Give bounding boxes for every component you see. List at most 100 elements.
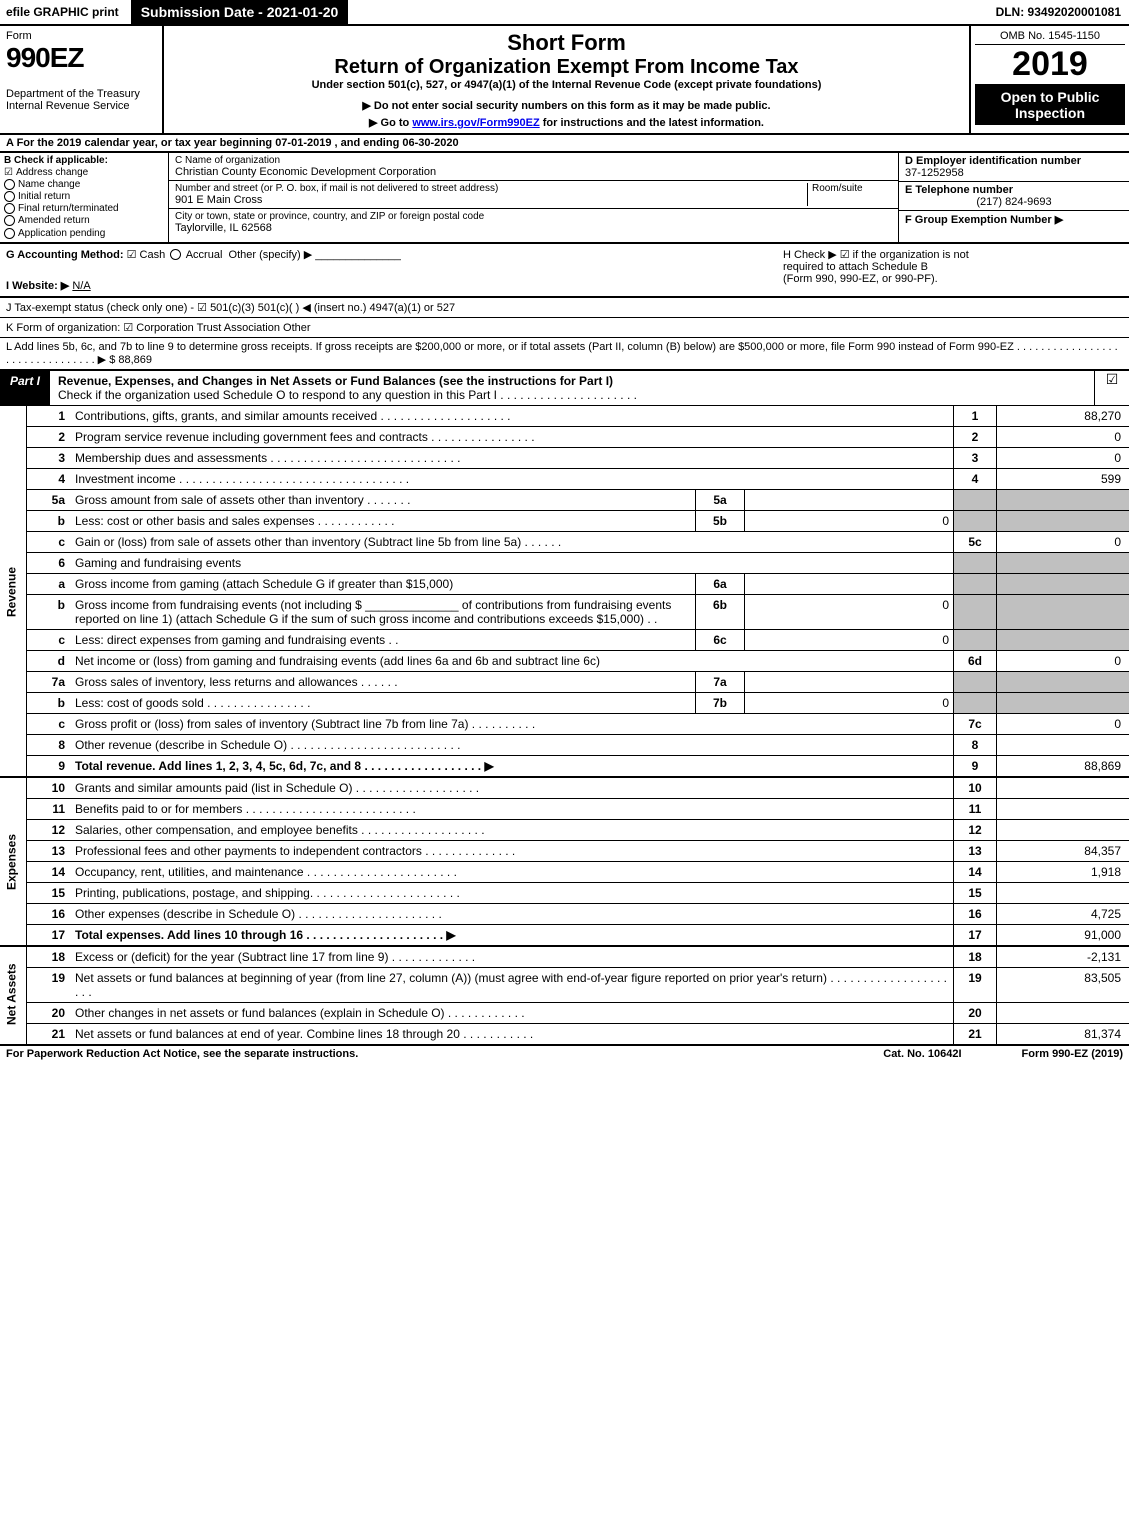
expenses-side-label: Expenses <box>0 777 27 946</box>
ln-4-no: 4 <box>27 468 72 489</box>
chk-amended-return[interactable]: Amended return <box>4 215 164 226</box>
section-h: H Check ▶ ☑ if the organization is not r… <box>783 248 1123 292</box>
grey-cell <box>954 573 997 594</box>
ln-18-box: 18 <box>954 946 997 968</box>
ln-14-box: 14 <box>954 861 997 882</box>
ln-6a-sub: 6a <box>696 573 745 594</box>
ln-13-val: 84,357 <box>997 840 1129 861</box>
irs-link[interactable]: www.irs.gov/Form990EZ <box>412 117 539 129</box>
part-i-checkbox[interactable]: ☑ <box>1094 371 1129 405</box>
addr-label: Number and street (or P. O. box, if mail… <box>175 183 803 194</box>
ln-6c-subval: 0 <box>745 629 954 650</box>
ln-19-val: 83,505 <box>997 967 1129 1002</box>
ln-5c-box: 5c <box>954 531 997 552</box>
city-state-zip: Taylorville, IL 62568 <box>175 222 892 234</box>
h-line2: required to attach Schedule B <box>783 261 1123 273</box>
chk-application-pending[interactable]: Application pending <box>4 228 164 239</box>
room-suite-label: Room/suite <box>808 183 892 206</box>
ln-7a-sub: 7a <box>696 671 745 692</box>
ln-11-box: 11 <box>954 798 997 819</box>
chk-initial-return[interactable]: Initial return <box>4 191 164 202</box>
circle-icon <box>4 228 15 239</box>
ln-19-box: 19 <box>954 967 997 1002</box>
ln-5c-val: 0 <box>997 531 1129 552</box>
grey-cell <box>954 510 997 531</box>
ln-9-val: 88,869 <box>997 755 1129 777</box>
line-a-taxyear: A For the 2019 calendar year, or tax yea… <box>0 135 1129 153</box>
ln-18-no: 18 <box>27 946 72 968</box>
ln-12-box: 12 <box>954 819 997 840</box>
website-value: N/A <box>72 280 90 292</box>
grey-cell <box>997 510 1129 531</box>
ln-6b-no: b <box>27 594 72 629</box>
tel-value: (217) 824-9693 <box>905 196 1123 208</box>
ln-14-no: 14 <box>27 861 72 882</box>
section-b: B Check if applicable: Address change Na… <box>0 153 169 242</box>
ln-7c-box: 7c <box>954 713 997 734</box>
ln-15-no: 15 <box>27 882 72 903</box>
ln-6d-no: d <box>27 650 72 671</box>
ln-5a-sub: 5a <box>696 489 745 510</box>
ln-12-desc: Salaries, other compensation, and employ… <box>71 819 954 840</box>
ln-18-val: -2,131 <box>997 946 1129 968</box>
header-center: Short Form Return of Organization Exempt… <box>164 26 969 133</box>
ln-7c-val: 0 <box>997 713 1129 734</box>
ln-5a-no: 5a <box>27 489 72 510</box>
ln-7c-desc: Gross profit or (loss) from sales of inv… <box>71 713 954 734</box>
grey-cell <box>954 552 997 573</box>
tel-label: E Telephone number <box>905 184 1013 196</box>
chk-address-change[interactable]: Address change <box>4 167 164 178</box>
irs-label: Internal Revenue Service <box>6 100 156 112</box>
header-right: OMB No. 1545-1150 2019 Open to Public In… <box>969 26 1129 133</box>
ln-2-no: 2 <box>27 426 72 447</box>
ln-6b-sub: 6b <box>696 594 745 629</box>
j-text: J Tax-exempt status (check only one) - ☑… <box>6 302 455 314</box>
h-line3: (Form 990, 990-EZ, or 990-PF). <box>783 273 1123 285</box>
ln-10-val <box>997 777 1129 799</box>
ln-2-box: 2 <box>954 426 997 447</box>
grey-cell <box>954 489 997 510</box>
part-i-title: Revenue, Expenses, and Changes in Net As… <box>50 371 1094 405</box>
ln-7a-desc: Gross sales of inventory, less returns a… <box>71 671 696 692</box>
ln-4-desc: Investment income . . . . . . . . . . . … <box>71 468 954 489</box>
ein-cell: D Employer identification number 37-1252… <box>899 153 1129 182</box>
ln-7a-subval <box>745 671 954 692</box>
ln-5b-desc: Less: cost or other basis and sales expe… <box>71 510 696 531</box>
ln-1-no: 1 <box>27 406 72 427</box>
ln-5a-desc: Gross amount from sale of assets other t… <box>71 489 696 510</box>
group-label: F Group Exemption Number ▶ <box>905 214 1063 226</box>
ln-8-no: 8 <box>27 734 72 755</box>
ein-label: D Employer identification number <box>905 155 1081 167</box>
cat-no: Cat. No. 10642I <box>883 1048 961 1060</box>
ln-1-desc: Contributions, gifts, grants, and simila… <box>71 406 954 427</box>
ln-17-val: 91,000 <box>997 924 1129 946</box>
grey-cell <box>997 692 1129 713</box>
grey-cell <box>997 594 1129 629</box>
ln-14-val: 1,918 <box>997 861 1129 882</box>
k-text: K Form of organization: ☑ Corporation Tr… <box>6 322 311 334</box>
g-other: Other (specify) ▶ <box>229 249 313 261</box>
ln-17-box: 17 <box>954 924 997 946</box>
grey-cell <box>997 671 1129 692</box>
ln-4-box: 4 <box>954 468 997 489</box>
omb-number: OMB No. 1545-1150 <box>975 30 1125 45</box>
ln-5a-subval <box>745 489 954 510</box>
ln-17-desc: Total expenses. Add lines 10 through 16 … <box>71 924 954 946</box>
ln-4-val: 599 <box>997 468 1129 489</box>
submission-date-button[interactable]: Submission Date - 2021-01-20 <box>131 0 349 24</box>
ln-2-desc: Program service revenue including govern… <box>71 426 954 447</box>
chk-name-change[interactable]: Name change <box>4 179 164 190</box>
addr-row: Number and street (or P. O. box, if mail… <box>169 181 898 209</box>
ln-21-val: 81,374 <box>997 1023 1129 1044</box>
dln-label: DLN: 93492020001081 <box>988 1 1129 23</box>
circle-icon <box>4 179 15 190</box>
chk-final-return[interactable]: Final return/terminated <box>4 203 164 214</box>
header-left: Form 990EZ Department of the Treasury In… <box>0 26 164 133</box>
section-def: D Employer identification number 37-1252… <box>898 153 1129 242</box>
ln-2-val: 0 <box>997 426 1129 447</box>
ln-3-box: 3 <box>954 447 997 468</box>
grey-cell <box>954 629 997 650</box>
ln-6d-box: 6d <box>954 650 997 671</box>
ln-1-box: 1 <box>954 406 997 427</box>
ln-9-no: 9 <box>27 755 72 777</box>
